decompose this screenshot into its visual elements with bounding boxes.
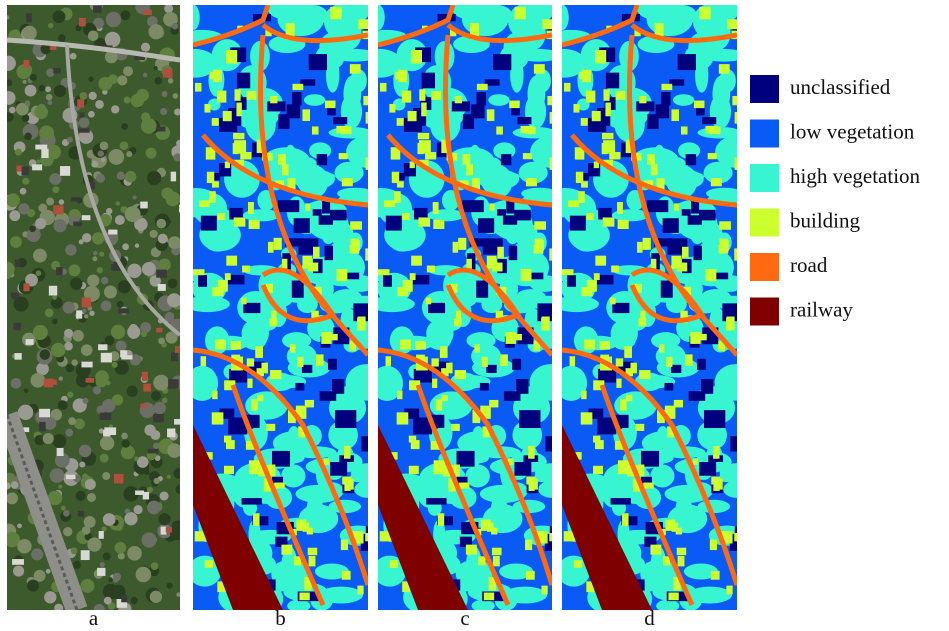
figure: a b c d unclassified low vegetation high veget… — [0, 0, 949, 631]
legend-swatch — [750, 75, 779, 103]
legend-label: unclassified — [790, 75, 891, 99]
panel-image — [357, 0, 573, 620]
panel-label: c — [460, 606, 469, 630]
legend-label: high vegetation — [790, 164, 921, 188]
panel-image — [172, 0, 389, 620]
legend-label: road — [790, 253, 828, 277]
panel-label: d — [644, 606, 655, 630]
panel-image — [0, 0, 190, 615]
panel-label: a — [89, 606, 99, 630]
legend-swatch — [750, 298, 779, 326]
legend-label: low vegetation — [790, 119, 915, 143]
panel-image — [541, 0, 758, 620]
panel-label: b — [275, 606, 286, 630]
legend-swatch — [750, 164, 779, 192]
legend-label: building — [790, 208, 861, 232]
legend-swatch — [750, 209, 779, 237]
legend-swatch — [750, 120, 779, 148]
legend-label: railway — [790, 297, 853, 321]
legend-swatch — [750, 253, 779, 281]
